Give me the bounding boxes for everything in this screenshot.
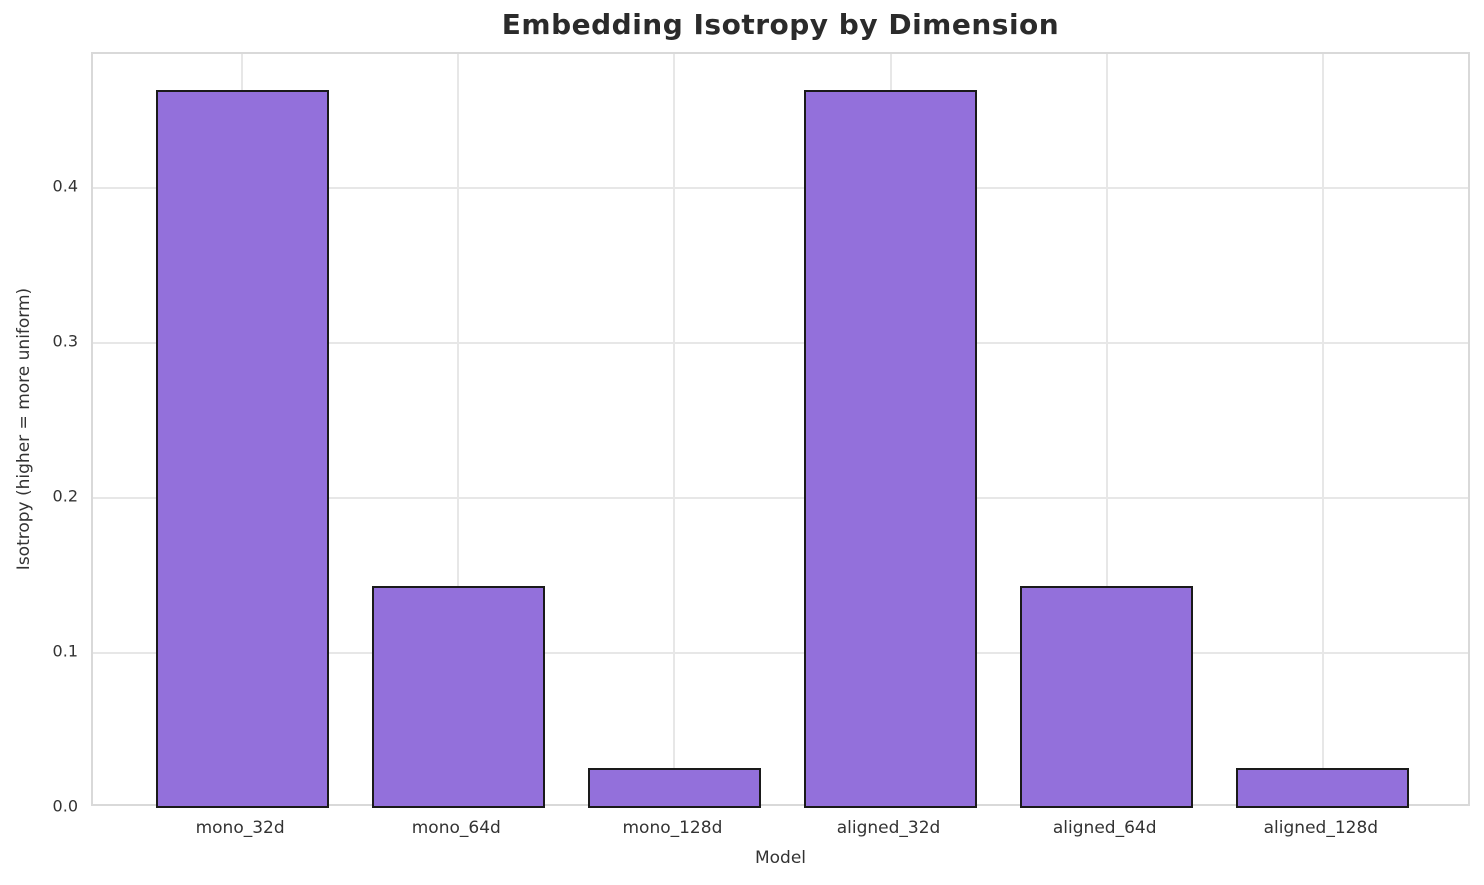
y-tick-label: 0.2 xyxy=(52,486,78,506)
gridline-horizontal xyxy=(93,187,1468,190)
y-tick-label: 0.0 xyxy=(52,796,78,816)
bar-mono_32d xyxy=(155,90,329,808)
y-tick-label: 0.1 xyxy=(52,641,78,661)
x-tick-label: aligned_64d xyxy=(1052,818,1157,838)
y-axis-label: Isotropy (higher = more uniform) xyxy=(14,287,34,571)
gridline-horizontal xyxy=(93,342,1468,345)
bar-aligned_64d xyxy=(1020,586,1194,808)
y-tick-label: 0.4 xyxy=(52,176,78,196)
gridline-vertical xyxy=(1105,54,1108,804)
bar-aligned_128d xyxy=(1236,767,1410,808)
x-axis-label: Model xyxy=(754,848,807,868)
gridline-horizontal xyxy=(93,497,1468,500)
plot-area xyxy=(91,52,1470,808)
x-tick-label: mono_128d xyxy=(622,818,723,838)
bar-aligned_32d xyxy=(804,90,978,808)
x-tick-label: aligned_32d xyxy=(836,818,941,838)
gridline-vertical xyxy=(1321,54,1324,804)
y-tick-label: 0.3 xyxy=(52,331,78,351)
x-tick-label: mono_64d xyxy=(411,818,501,838)
bar-mono_64d xyxy=(371,586,545,808)
bar-mono_128d xyxy=(587,767,761,808)
x-tick-label: mono_32d xyxy=(195,818,285,838)
gridline-vertical xyxy=(673,54,676,804)
gridline-vertical xyxy=(457,54,460,804)
gridline-horizontal xyxy=(93,652,1468,654)
x-tick-label: aligned_128d xyxy=(1263,818,1379,838)
chart-title: Embedding Isotropy by Dimension xyxy=(501,8,1060,41)
